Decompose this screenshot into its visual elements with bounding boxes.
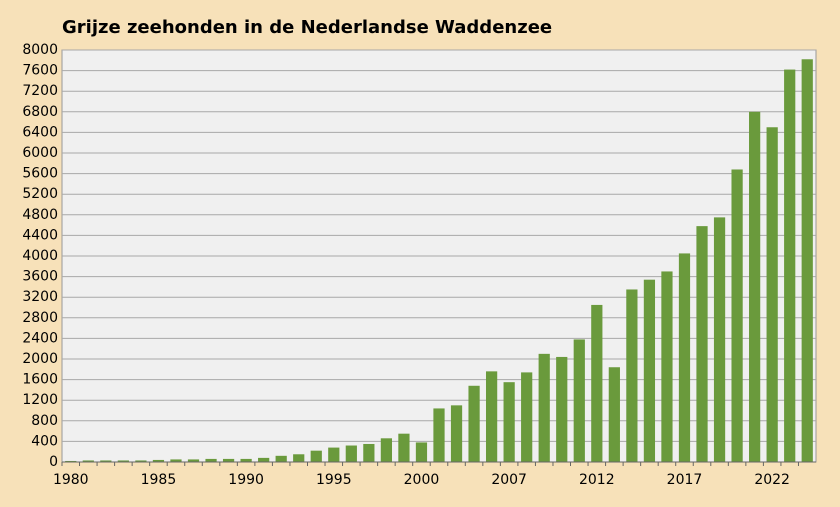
bar: [713, 217, 726, 462]
x-tick-label: 2017: [667, 472, 703, 488]
y-tick-label: 6400: [22, 124, 58, 140]
bar: [538, 353, 550, 462]
y-tick-label: 7600: [22, 63, 58, 79]
bar: [503, 382, 515, 462]
bar: [328, 447, 340, 462]
bar: [380, 438, 393, 462]
bar: [784, 69, 796, 462]
bar: [573, 339, 585, 462]
bar: [152, 459, 165, 462]
bar: [678, 253, 691, 462]
bar: [468, 385, 480, 462]
bar: [731, 169, 743, 463]
bar: [222, 458, 235, 462]
bar: [591, 304, 603, 462]
x-tick-label: 1980: [53, 472, 89, 488]
y-tick-label: 6000: [22, 145, 58, 161]
y-tick-label: 8000: [22, 42, 58, 58]
y-tick-label: 7200: [22, 83, 58, 99]
y-tick-label: 3600: [22, 269, 58, 285]
y-tick-label: 5600: [22, 166, 58, 182]
bar: [187, 459, 200, 462]
bar: [293, 454, 305, 462]
x-tick-label: 2022: [754, 472, 790, 488]
y-tick-label: 1600: [22, 372, 58, 388]
y-tick-label: 6800: [22, 104, 58, 120]
bar: [170, 459, 182, 462]
chart-title: Grijze zeehonden in de Nederlandse Wadde…: [62, 17, 552, 38]
y-tick-label: 400: [31, 433, 58, 449]
bar: [345, 445, 357, 462]
bar: [363, 443, 375, 462]
y-tick-label: 0: [49, 454, 58, 470]
bar: [258, 457, 270, 462]
bar: [135, 460, 147, 462]
bar: [661, 271, 673, 462]
bar: [398, 433, 410, 462]
bar: [521, 372, 533, 462]
bar: [696, 226, 708, 462]
bar: [556, 356, 568, 462]
bar: [275, 455, 287, 462]
bar: [205, 458, 217, 462]
y-tick-label: 4000: [22, 248, 58, 264]
bar: [65, 460, 77, 462]
y-tick-label: 2000: [22, 351, 58, 367]
bar: [117, 460, 129, 462]
bar: [240, 458, 252, 462]
y-tick-label: 2800: [22, 310, 58, 326]
y-tick-label: 5200: [22, 186, 58, 202]
bar: [766, 127, 778, 462]
y-tick-label: 800: [31, 413, 58, 429]
bar: [801, 59, 813, 463]
bar: [450, 405, 463, 462]
y-tick-label: 1200: [22, 392, 58, 408]
y-tick-label: 4800: [22, 207, 58, 223]
bar: [100, 460, 112, 462]
x-tick-label: 1995: [316, 472, 352, 488]
bar: [433, 408, 445, 462]
y-tick-label: 2400: [22, 330, 58, 346]
bar: [415, 442, 428, 462]
bar: [643, 279, 656, 462]
x-tick-label: 2000: [404, 472, 440, 488]
y-tick-label: 3200: [22, 289, 58, 305]
x-tick-label: 2007: [491, 472, 527, 488]
bar: [82, 460, 94, 462]
y-tick-label: 4400: [22, 227, 58, 243]
bar: [749, 111, 761, 463]
x-tick-label: 2012: [579, 472, 615, 488]
x-tick-label: 1985: [141, 472, 177, 488]
x-tick-label: 1990: [228, 472, 264, 488]
bar: [485, 371, 498, 462]
bar: [310, 450, 322, 462]
bar: [626, 289, 638, 462]
bar: [608, 367, 620, 462]
